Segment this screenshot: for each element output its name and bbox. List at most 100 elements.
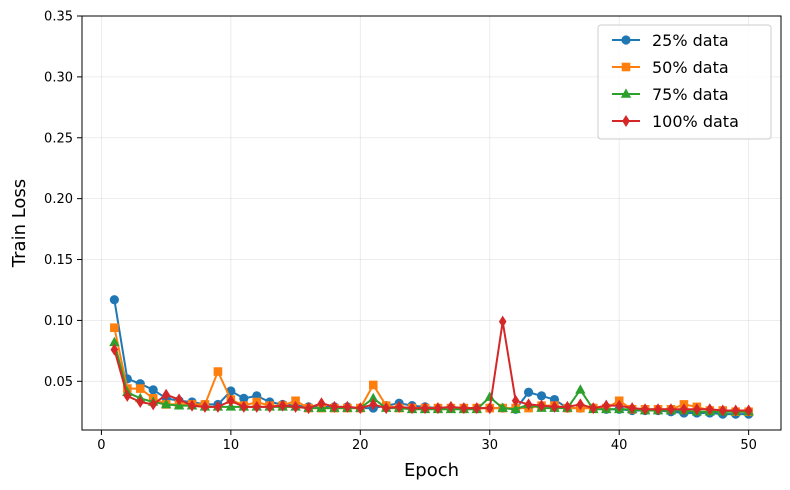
- data-point: [536, 391, 547, 401]
- data-point: [537, 399, 546, 412]
- data-point: [109, 336, 120, 347]
- legend-entry: 100% data: [612, 112, 739, 131]
- data-point: [368, 380, 378, 390]
- data-point: [123, 389, 132, 402]
- data-point: [240, 400, 248, 413]
- data-point: [214, 400, 222, 413]
- data-point: [136, 395, 145, 408]
- data-point: [382, 402, 390, 415]
- data-point: [162, 388, 170, 401]
- data-point: [718, 404, 727, 417]
- legend-label: 75% data: [652, 85, 729, 104]
- data-point: [227, 394, 235, 407]
- data-point: [278, 399, 287, 412]
- data-point: [510, 403, 521, 414]
- data-point: [110, 343, 119, 356]
- x-axis-label: Epoch: [404, 460, 459, 481]
- x-tick-label: 40: [611, 438, 628, 453]
- data-point: [706, 403, 714, 416]
- x-tick-label: 0: [97, 438, 105, 453]
- data-point: [576, 398, 585, 411]
- data-point: [265, 400, 274, 413]
- legend-entry: 50% data: [612, 58, 729, 77]
- data-point: [654, 403, 662, 416]
- plot-area-frame: [81, 15, 782, 431]
- data-point: [368, 392, 379, 403]
- series-4: [110, 315, 753, 417]
- data-point: [175, 393, 183, 406]
- axis-ticks: 0 10 20 30 40 50 0.05 0.10 0.15 0.20 0.25 0.30 0.35: [44, 10, 757, 454]
- data-point: [148, 385, 158, 395]
- data-point: [421, 402, 429, 415]
- data-point: [213, 367, 223, 376]
- x-tick-label: 30: [481, 438, 498, 453]
- data-point: [252, 400, 261, 413]
- data-point: [291, 396, 300, 406]
- data-point: [680, 403, 688, 416]
- data-point: [356, 402, 365, 415]
- y-tick-label: 0.20: [44, 192, 73, 207]
- data-point: [523, 387, 534, 397]
- data-point: [563, 400, 572, 413]
- data-point: [511, 394, 520, 407]
- legend-box: [597, 24, 772, 140]
- y-tick-label: 0.05: [44, 375, 73, 390]
- data-point: [291, 400, 300, 413]
- legend-label: 50% data: [652, 58, 729, 77]
- data-point: [498, 315, 507, 328]
- data-point: [628, 402, 636, 415]
- data-point: [160, 398, 172, 409]
- data-point: [188, 399, 196, 412]
- data-point: [602, 399, 611, 412]
- data-point: [395, 400, 403, 413]
- x-tick-label: 20: [352, 438, 369, 453]
- data-point: [693, 403, 701, 416]
- data-point: [369, 398, 378, 411]
- y-tick-label: 0.15: [44, 253, 73, 268]
- legend-marker: [622, 115, 630, 127]
- data-point: [408, 402, 416, 415]
- y-tick-label: 0.35: [44, 10, 73, 25]
- data-point: [201, 400, 209, 413]
- data-point: [460, 402, 468, 415]
- data-point: [473, 402, 481, 415]
- data-point: [731, 404, 740, 417]
- x-tick-label: 10: [223, 438, 240, 453]
- data-point: [575, 384, 586, 394]
- legend-entry: 75% data: [612, 85, 729, 104]
- data-point: [110, 323, 119, 333]
- data-point: [524, 398, 533, 411]
- legend-label: 100% data: [652, 112, 739, 131]
- legend-marker: [621, 62, 631, 72]
- data-point: [317, 397, 326, 410]
- y-tick-label: 0.10: [44, 314, 73, 329]
- legend-entry: 25% data: [612, 31, 729, 50]
- data-point: [589, 402, 598, 415]
- data-point: [239, 393, 249, 403]
- data-point: [434, 402, 442, 415]
- y-tick-label: 0.30: [44, 70, 73, 85]
- legend-marker: [620, 88, 632, 98]
- plot-series: [109, 295, 754, 419]
- legend: 25% data 50% data 75% data 100% data: [597, 24, 772, 140]
- data-point: [343, 400, 352, 413]
- data-point: [550, 400, 559, 413]
- data-point: [330, 400, 339, 413]
- data-point: [497, 402, 508, 412]
- data-point: [304, 402, 313, 415]
- data-point: [744, 404, 753, 417]
- data-point: [641, 403, 649, 416]
- data-point: [667, 403, 675, 416]
- x-tick-label: 50: [740, 438, 757, 453]
- data-point: [485, 402, 494, 415]
- data-point: [109, 295, 119, 305]
- data-point: [484, 391, 495, 401]
- data-point: [447, 400, 455, 413]
- data-point: [615, 399, 623, 412]
- data-point: [135, 384, 145, 393]
- y-tick-label: 0.25: [44, 131, 73, 146]
- legend-marker: [621, 35, 631, 45]
- y-axis-label: Train Loss: [9, 179, 30, 268]
- legend-label: 25% data: [652, 31, 729, 50]
